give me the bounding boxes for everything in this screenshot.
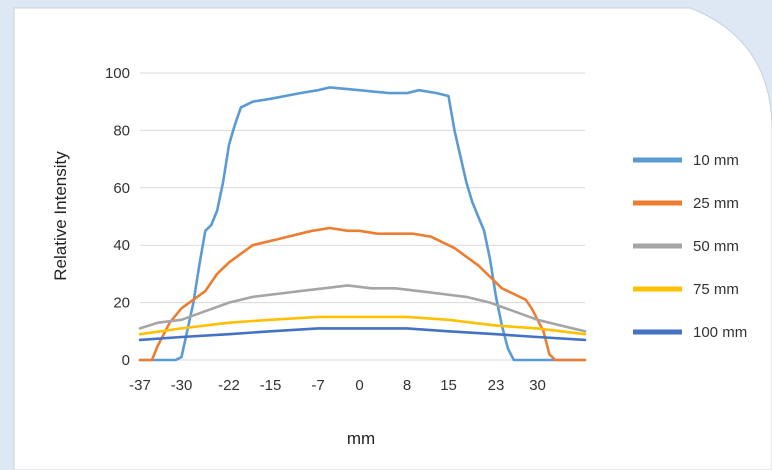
- y-tick-label: 0: [122, 352, 130, 369]
- y-axis-ticks: 0 20 40 60 80 100: [105, 65, 130, 369]
- series-line-100-mm: [138, 327, 587, 342]
- plot-area: 0 20 40 60 80 100 -37 -30 -22 -15 -7 0 8 15 23 30: [105, 65, 587, 394]
- series-line-75-mm: [138, 315, 587, 336]
- legend-label: 10 mm: [693, 152, 739, 169]
- x-tick-label: -37: [129, 377, 151, 394]
- y-tick-label: 20: [113, 295, 130, 312]
- x-tick-label: 30: [529, 377, 546, 394]
- x-tick-label: 15: [440, 377, 457, 394]
- legend: 10 mm 25 mm 50 mm 75 mm 100 mm: [633, 152, 747, 341]
- legend-label: 100 mm: [693, 324, 747, 341]
- series-line-10-mm: [138, 86, 587, 362]
- y-tick-label: 40: [113, 237, 130, 254]
- y-tick-label: 60: [113, 180, 130, 197]
- x-axis-title: mm: [347, 429, 375, 448]
- series-line-50-mm: [138, 284, 587, 333]
- series-lines: [138, 86, 587, 362]
- x-tick-label: 23: [488, 377, 505, 394]
- legend-label: 75 mm: [693, 281, 739, 298]
- x-tick-label: 8: [403, 377, 411, 394]
- y-axis-title: Relative Intensity: [51, 151, 70, 281]
- x-tick-label: -15: [260, 377, 282, 394]
- gridlines: [140, 72, 585, 361]
- y-tick-label: 100: [105, 65, 130, 82]
- x-tick-label: -30: [171, 377, 193, 394]
- x-axis-ticks: -37 -30 -22 -15 -7 0 8 15 23 30: [129, 377, 546, 394]
- x-tick-label: -22: [218, 377, 240, 394]
- series-line-25-mm: [138, 226, 587, 362]
- x-tick-label: -7: [311, 377, 324, 394]
- y-tick-label: 80: [113, 122, 130, 139]
- legend-label: 50 mm: [693, 238, 739, 255]
- legend-label: 25 mm: [693, 195, 739, 212]
- x-tick-label: 0: [355, 377, 363, 394]
